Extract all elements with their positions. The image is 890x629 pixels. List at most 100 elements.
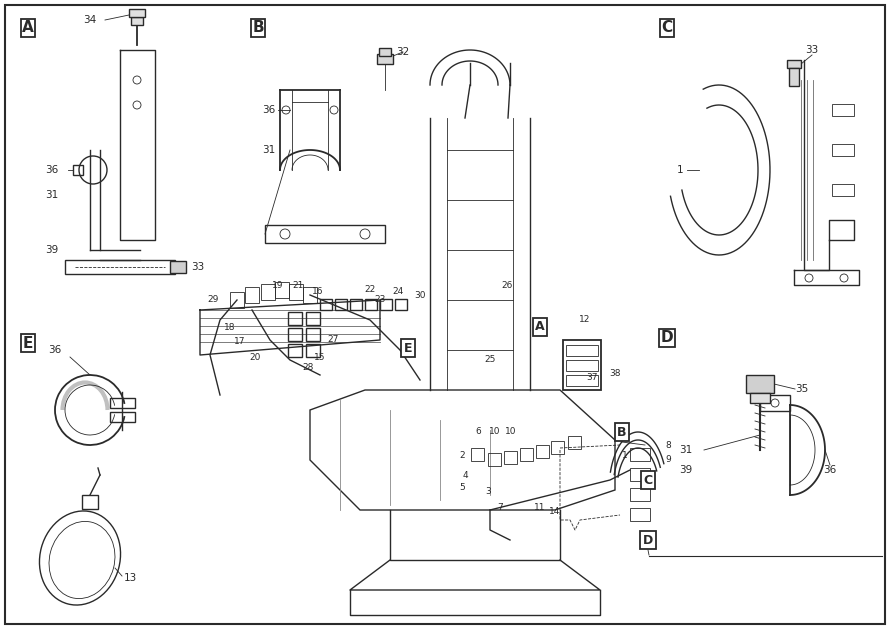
Text: 3: 3 [485, 487, 491, 496]
Text: 16: 16 [312, 287, 324, 296]
Bar [306, 328, 320, 341]
Bar [131, 17, 143, 25]
Bar [566, 375, 598, 386]
Text: Diesel-Engines: Diesel-Engines [421, 308, 535, 346]
Text: Diesel-Engines: Diesel-Engines [421, 182, 535, 220]
Text: 32: 32 [396, 47, 409, 57]
Bar [261, 284, 275, 300]
Bar [110, 398, 135, 408]
Text: A: A [22, 21, 34, 35]
Text: A: A [535, 321, 545, 333]
Bar [288, 328, 302, 341]
Bar [379, 48, 391, 56]
Text: 9: 9 [665, 455, 671, 464]
Text: 15: 15 [314, 353, 326, 362]
Text: 30: 30 [414, 291, 425, 299]
Bar [760, 395, 790, 411]
Text: 紫发动力: 紫发动力 [431, 409, 495, 446]
Text: 紫发动力: 紫发动力 [609, 435, 673, 471]
Text: 33: 33 [805, 45, 819, 55]
Bar [365, 299, 377, 310]
Text: 36: 36 [823, 465, 837, 475]
Text: Diesel-Engines: Diesel-Engines [421, 433, 535, 472]
Text: 1: 1 [622, 450, 627, 460]
Text: 25: 25 [484, 355, 496, 364]
Bar [630, 468, 650, 481]
Text: 6: 6 [475, 428, 481, 437]
Bar [520, 448, 533, 461]
Text: 4: 4 [462, 470, 468, 479]
Text: 紫发动力: 紫发动力 [431, 284, 495, 320]
Text: 紫发动力: 紫发动力 [85, 364, 128, 391]
Text: 36: 36 [45, 165, 59, 175]
Text: Diesel-Engines: Diesel-Engines [181, 308, 295, 346]
Text: 24: 24 [392, 287, 404, 296]
Bar [649, 10, 882, 310]
Bar [129, 9, 145, 17]
Text: 31: 31 [679, 445, 692, 455]
Text: 紫发动力: 紫发动力 [190, 158, 255, 194]
Bar [377, 54, 393, 64]
Text: 10: 10 [490, 428, 501, 437]
Text: Diesel-Engines: Diesel-Engines [181, 433, 295, 472]
Bar [630, 448, 650, 461]
Bar [649, 520, 882, 622]
Text: 紫发动力: 紫发动力 [190, 535, 255, 572]
Bar [750, 393, 770, 403]
Bar [10, 500, 167, 615]
Bar [566, 360, 598, 371]
Text: 23: 23 [375, 296, 385, 304]
Text: 34: 34 [84, 15, 97, 25]
Text: C: C [661, 21, 673, 35]
Bar [110, 412, 135, 422]
Bar [568, 436, 581, 449]
Text: C: C [643, 474, 652, 486]
Bar [630, 508, 650, 521]
Text: 20: 20 [249, 353, 261, 362]
Text: 11: 11 [534, 503, 546, 513]
Text: 26: 26 [501, 281, 513, 289]
Bar [306, 312, 320, 325]
Bar [630, 488, 650, 501]
Text: 39: 39 [679, 465, 692, 475]
Text: 37: 37 [587, 374, 598, 382]
Text: Volvo Construction: Volvo Construction [719, 538, 811, 548]
Bar [380, 299, 392, 310]
Text: 38: 38 [610, 369, 620, 377]
Text: E: E [23, 335, 33, 350]
Text: 5: 5 [459, 484, 465, 493]
Text: 36: 36 [262, 105, 275, 115]
Text: 28: 28 [303, 364, 313, 372]
Bar [566, 345, 598, 356]
Bar [303, 287, 317, 303]
Text: 22: 22 [364, 286, 376, 294]
Text: Equipment: Equipment [739, 548, 791, 558]
Text: Diesel-Engines: Diesel-Engines [181, 182, 295, 220]
Text: Diesel-Engines: Diesel-Engines [181, 559, 295, 598]
Bar [551, 441, 564, 454]
Text: Diesel-Engines: Diesel-Engines [421, 559, 535, 598]
Bar [65, 260, 175, 274]
Bar [10, 325, 167, 490]
Bar [335, 299, 347, 310]
Text: 19: 19 [272, 281, 284, 289]
Text: 31: 31 [262, 145, 275, 155]
Bar [832, 144, 854, 156]
Bar [787, 60, 801, 68]
Text: 紫发动力: 紫发动力 [708, 144, 751, 170]
Text: 紫发动力: 紫发动力 [609, 202, 673, 238]
Bar [832, 104, 854, 116]
Text: 1: 1 [677, 165, 684, 175]
Text: 紫发动力: 紫发动力 [85, 144, 128, 170]
Bar [395, 299, 407, 310]
Bar [73, 165, 83, 175]
Text: 1063113: 1063113 [717, 579, 813, 598]
Bar [265, 225, 385, 243]
Bar [488, 453, 501, 466]
Text: 21: 21 [292, 281, 303, 289]
Text: E: E [404, 342, 412, 355]
Text: 7: 7 [498, 503, 503, 513]
Bar [288, 312, 302, 325]
Text: 紫发动力: 紫发动力 [190, 409, 255, 446]
Text: B: B [618, 425, 627, 438]
